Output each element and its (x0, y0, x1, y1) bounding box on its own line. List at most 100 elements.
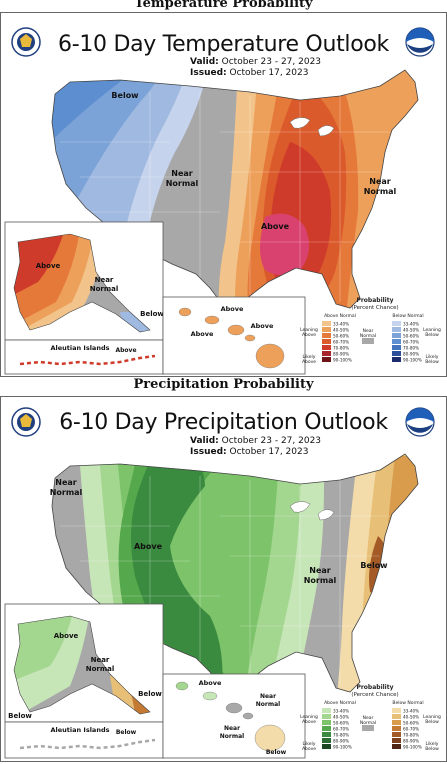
legend-leaning-below-1: Leaning (423, 327, 441, 333)
precipitation-caption: Precipitation Probability (133, 377, 314, 392)
temp-valid-label: Valid: (190, 57, 219, 67)
precip-below-swatch-4 (392, 732, 401, 737)
temp-below-range-3: 60-70% (403, 339, 419, 344)
ak-precip-label-above: Above (54, 632, 79, 640)
aleutian-label-2: Aleutian Islands (51, 726, 110, 734)
p-legend-likely-above-2: Above (302, 746, 316, 752)
temp-below-swatch-1 (392, 327, 401, 332)
legend-likely-below-2: Below (425, 359, 439, 365)
precipitation-title: 6-10 Day Precipitation Outlook (59, 410, 388, 435)
precip-below-range-4: 70-80% (403, 732, 419, 737)
temp-below-swatch-4 (392, 345, 401, 350)
p-legend-subtitle: (Percent Chance) (351, 692, 398, 698)
aleutian-label: Aleutian Islands (51, 344, 110, 352)
temp-below-swatch-6 (392, 357, 401, 362)
temp-above-range-4: 70-80% (333, 345, 349, 350)
temp-label-near-east-2: Normal (364, 187, 397, 196)
temp-label-above: Above (261, 222, 290, 231)
hi-precip-label-below: Below (266, 749, 287, 756)
precip-above-swatch-4 (322, 732, 331, 737)
p-legend-near-swatch (362, 725, 374, 731)
aleutian-label-above: Above (115, 347, 136, 354)
legend-likely-below-1: Likely (426, 354, 439, 360)
temp-above-swatch-0 (322, 321, 331, 326)
precip-below-swatch-1 (392, 714, 401, 719)
precip-above-range-4: 70-80% (333, 732, 349, 737)
precip-above-range-5: 80-90% (333, 738, 349, 743)
precipitation-outlook-panel: Near Normal Above Near Normal Below Abov… (0, 396, 447, 762)
temp-issued-label: Issued: (190, 68, 227, 78)
hi-precip-label-above: Above (199, 679, 222, 687)
precip-label-near-nw-2: Normal (50, 488, 83, 497)
hi-label-above-1: Above (221, 305, 244, 313)
temp-below-range-5: 80-90% (403, 351, 419, 356)
p-legend-likely-below-1: Likely (426, 741, 439, 747)
temperature-outlook-panel: Below Near Normal Near Normal Above Abov… (0, 12, 447, 377)
temp-below-swatch-5 (392, 351, 401, 356)
temp-above-swatch-6 (322, 357, 331, 362)
temp-above-range-3: 60-70% (333, 339, 349, 344)
precip-above-swatch-6 (322, 744, 331, 749)
ak-label-below: Below (140, 310, 164, 318)
legend-near-1: Near (363, 328, 374, 334)
ak-precip-label-near-1: Near (91, 656, 110, 664)
legend-above-swatches: 33-40%40-50%50-60%60-70%70-80%80-90%90-1… (322, 321, 352, 362)
p-legend-above-swatches: 33-40%40-50%50-60%60-70%70-80%80-90%90-1… (322, 708, 352, 749)
precip-issued-label: Issued: (190, 447, 227, 457)
legend-near-swatch (362, 338, 374, 344)
legend-leaning-below-2: Below (425, 332, 439, 338)
temp-label-below: Below (111, 91, 139, 100)
legend-leaning-above-1: Leaning (300, 327, 318, 333)
hi-precip-label-near-2: Normal (256, 701, 280, 708)
noaa-commerce-seal-icon (11, 27, 41, 57)
ak-label-near-2: Normal (90, 285, 119, 293)
p-legend-above-header: Above Normal (324, 700, 356, 706)
ak-label-near-1: Near (95, 276, 114, 284)
precip-below-range-1: 40-50% (403, 714, 419, 719)
temp-above-swatch-4 (322, 345, 331, 350)
precip-below-range-2: 50-60% (403, 720, 419, 725)
aleutian-inset (4, 339, 164, 375)
temp-below-range-4: 70-80% (403, 345, 419, 350)
temp-above-range-6: 90-100% (333, 357, 352, 362)
noaa-logo-icon-2 (405, 407, 435, 437)
temp-below-range-6: 90-100% (403, 357, 422, 362)
temp-above-swatch-2 (322, 333, 331, 338)
temp-label-near-2: Normal (166, 179, 199, 188)
temp-label-near-east-1: Near (369, 177, 391, 186)
temp-above-swatch-3 (322, 339, 331, 344)
precip-valid-value: October 23 - 27, 2023 (221, 436, 322, 446)
precip-below-range-3: 60-70% (403, 726, 419, 731)
precip-above-swatch-5 (322, 738, 331, 743)
precip-label-above: Above (134, 542, 163, 551)
p-legend-below-header: Below Normal (392, 700, 423, 706)
precip-label-near-east-1: Near (309, 566, 331, 575)
temp-above-range-5: 80-90% (333, 351, 349, 356)
p-legend-leaning-above-1: Leaning (300, 714, 318, 720)
hi-precip-label-near2-1: Near (224, 725, 240, 732)
temperature-title: 6-10 Day Temperature Outlook (58, 32, 389, 57)
precip-issued-value: October 17, 2023 (229, 447, 309, 457)
temp-label-near-1: Near (171, 169, 193, 178)
legend-subtitle: (Percent Chance) (351, 305, 398, 311)
p-legend-below-swatches: 33-40%40-50%50-60%60-70%70-80%80-90%90-1… (392, 708, 422, 749)
precip-below-range-5: 80-90% (403, 738, 419, 743)
p-legend-leaning-below-1: Leaning (423, 714, 441, 720)
temp-below-swatch-2 (392, 333, 401, 338)
p-legend-title: Probability (356, 684, 393, 691)
precip-above-range-2: 50-60% (333, 720, 349, 725)
legend-likely-above-1: Likely (303, 354, 316, 360)
precip-below-swatch-2 (392, 720, 401, 725)
legend-near-2: Normal (360, 333, 376, 339)
precip-valid-label: Valid: (190, 436, 219, 446)
temperature-caption: Temperature Probability (134, 0, 313, 11)
precip-below-swatch-6 (392, 744, 401, 749)
precip-above-swatch-0 (322, 708, 331, 713)
p-legend-near-2: Normal (360, 720, 376, 726)
temp-below-range-0: 33-40% (403, 321, 419, 326)
precip-below-swatch-0 (392, 708, 401, 713)
p-legend-likely-above-1: Likely (303, 741, 316, 747)
hi-label-above-3: Above (251, 322, 274, 330)
legend-leaning-above-2: Above (302, 332, 316, 338)
precip-label-near-nw-1: Near (55, 478, 77, 487)
